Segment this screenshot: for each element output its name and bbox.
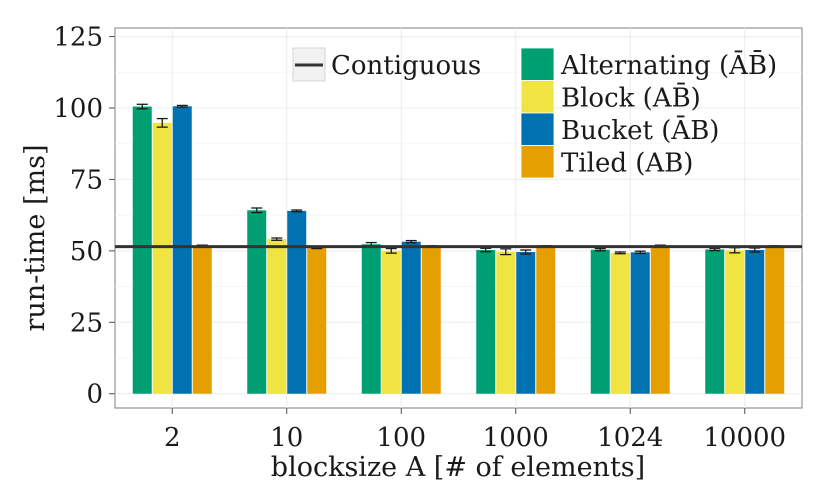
legend-entry: Alternating (ĀB̄) xyxy=(520,47,777,81)
error-bar xyxy=(251,207,263,214)
legend-label: Alternating (ĀB̄) xyxy=(560,49,777,81)
bar xyxy=(307,248,327,394)
error-bar xyxy=(709,247,721,252)
bar xyxy=(610,252,630,394)
legend-key-swatch xyxy=(520,145,555,179)
y-tick-label: 100 xyxy=(53,94,103,124)
bar xyxy=(401,241,421,394)
legend-label: Block (AB̄) xyxy=(561,82,701,114)
bar xyxy=(650,245,670,394)
x-tick-label: 100 xyxy=(376,423,426,453)
y-tick-label: 25 xyxy=(70,308,103,338)
error-bar xyxy=(614,251,626,255)
bar xyxy=(152,122,172,394)
bar xyxy=(287,210,307,394)
error-bar xyxy=(385,247,397,254)
error-bar xyxy=(271,237,283,241)
bar xyxy=(590,249,610,394)
error-bar xyxy=(156,117,168,128)
legend-label: Tiled (AB) xyxy=(561,149,693,179)
y-tick-label: 50 xyxy=(70,237,103,267)
plot-panel xyxy=(114,27,803,409)
bar xyxy=(476,250,496,394)
legend-key-swatch xyxy=(520,80,555,114)
bar xyxy=(381,250,401,394)
y-axis-title: run-time [ms] xyxy=(20,145,51,332)
error-bar xyxy=(291,209,303,213)
x-tick-label: 2 xyxy=(164,423,181,453)
legend-entry: Tiled (AB) xyxy=(520,145,693,179)
error-bar xyxy=(500,248,512,256)
legend-entry: Block (AB̄) xyxy=(520,80,701,114)
bar xyxy=(536,246,556,394)
bar xyxy=(725,250,745,394)
y-tick-label: 75 xyxy=(70,165,103,195)
bar xyxy=(765,246,785,394)
error-bar xyxy=(176,104,188,108)
bar xyxy=(361,244,381,394)
x-tick-label: 1024 xyxy=(597,423,663,453)
x-tick-label: 10 xyxy=(270,423,303,453)
y-tick-label: 125 xyxy=(53,23,103,53)
bar xyxy=(267,239,287,394)
bar xyxy=(172,106,192,394)
error-bar xyxy=(520,249,532,255)
legend-key-swatch xyxy=(520,112,555,146)
bar xyxy=(132,106,152,394)
bar xyxy=(516,252,536,394)
x-tick-label: 10000 xyxy=(703,423,786,453)
x-tick-label: 1000 xyxy=(483,423,549,453)
bar xyxy=(745,250,765,394)
error-bar xyxy=(136,103,148,110)
legend-entry-contiguous: Contiguous xyxy=(292,47,481,82)
error-bar xyxy=(405,239,417,244)
x-axis-title: blocksize A [# of elements] xyxy=(271,452,645,483)
y-tick-label: 0 xyxy=(86,380,103,410)
error-bar xyxy=(480,247,492,253)
bar xyxy=(192,245,212,394)
error-bar xyxy=(634,250,646,255)
bar xyxy=(421,246,441,394)
legend-label: Contiguous xyxy=(331,51,481,81)
error-bar xyxy=(594,247,606,252)
legend-entry: Bucket (ĀB) xyxy=(520,112,719,146)
bar xyxy=(705,249,725,394)
bar xyxy=(247,210,267,394)
bar xyxy=(496,251,516,394)
legend-label: Bucket (ĀB) xyxy=(561,115,719,146)
bar xyxy=(630,252,650,394)
legend-key-swatch xyxy=(520,47,555,81)
